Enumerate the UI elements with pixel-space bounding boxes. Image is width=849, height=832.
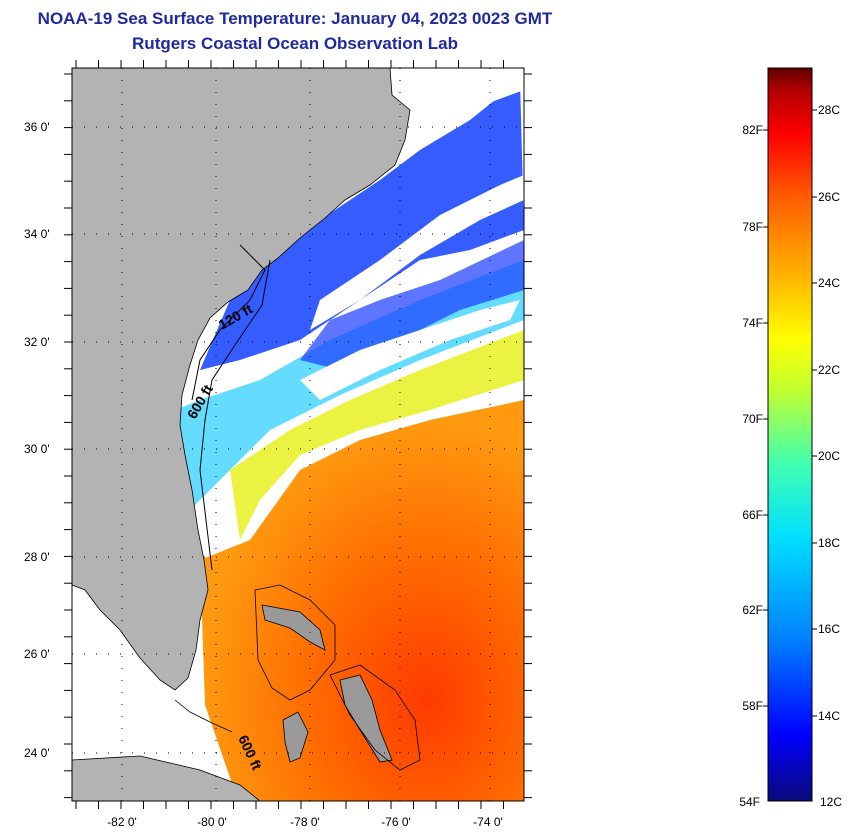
cb-label-24c: 24C: [818, 276, 840, 290]
land-cuba: [72, 755, 261, 801]
warm-water: [200, 400, 524, 801]
cb-label-22c: 22C: [818, 363, 840, 377]
cb-label-54f: 54F: [739, 795, 760, 809]
land-bahamas-andros: [282, 711, 309, 763]
lat-label-30: 30 0': [24, 442, 50, 456]
colorbar-ticks: [763, 109, 817, 717]
map-frame: [71, 67, 525, 802]
lon-label-74: -74 0': [473, 815, 503, 829]
cb-label-66f: 66F: [742, 508, 763, 522]
cb-label-12c: 12C: [820, 795, 842, 809]
lon-label-82: -82 0': [107, 815, 137, 829]
title-line-1: NOAA-19 Sea Surface Temperature: January…: [37, 9, 553, 28]
cb-label-28c: 28C: [818, 103, 840, 117]
cb-label-78f: 78F: [742, 220, 763, 234]
cloud-streak-2: [300, 300, 520, 400]
cb-label-62f: 62F: [742, 603, 763, 617]
contour-bahamas-2: [329, 664, 421, 771]
contour-bahamas: [254, 584, 336, 701]
land-bahamas-grand: [261, 604, 326, 651]
cold-coastal-water: [200, 80, 524, 370]
cloud-band-north: [400, 68, 524, 130]
cb-label-16c: 16C: [818, 622, 840, 636]
cb-label-82f: 82F: [742, 123, 763, 137]
lat-label-32: 32 0': [24, 335, 50, 349]
cb-label-18c: 18C: [818, 536, 840, 550]
lon-label-78: -78 0': [290, 815, 320, 829]
cb-label-14c: 14C: [818, 709, 840, 723]
cold-patch-2: [300, 240, 524, 370]
lon-label-80: -80 0': [197, 815, 227, 829]
land-bahamas-east: [339, 674, 393, 763]
lon-label-76: -76 0': [381, 815, 411, 829]
cloud-streak: [310, 175, 524, 330]
title-line-2: Rutgers Coastal Ocean Observation Lab: [132, 34, 458, 53]
cb-label-26c: 26C: [818, 190, 840, 204]
lat-label-34: 34 0': [24, 227, 50, 241]
colorbar: [767, 67, 813, 802]
lat-label-26: 26 0': [24, 647, 50, 661]
lat-label-36: 36 0': [24, 120, 50, 134]
florida-keys: [174, 699, 233, 733]
cb-label-74f: 74F: [742, 316, 763, 330]
mid-water-band: [230, 330, 524, 540]
land-us-southeast: [72, 68, 411, 691]
cb-label-20c: 20C: [818, 449, 840, 463]
contour-120ft: [191, 244, 266, 401]
contour-600ft: [199, 259, 271, 571]
lat-label-24: 24 0': [24, 746, 50, 760]
cb-label-58f: 58F: [742, 699, 763, 713]
lat-label-28: 28 0': [24, 550, 50, 564]
axis-ticks: [64, 60, 532, 809]
map-area: [72, 68, 524, 801]
cb-label-70f: 70F: [742, 412, 763, 426]
